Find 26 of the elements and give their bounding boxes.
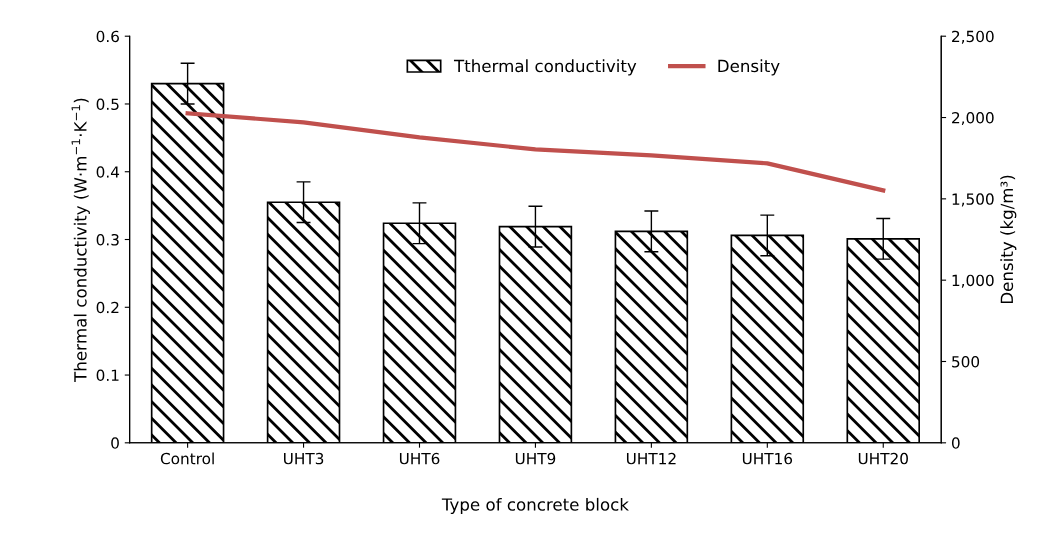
- x-tick-label: UHT6: [399, 452, 440, 465]
- y-tick-label: 0: [111, 437, 119, 449]
- y-tick-label: 0.6: [96, 30, 119, 43]
- y-axis-title: Thermal conductivity (W·m$^{−1}$·K$^{−1}$): [71, 98, 90, 382]
- y2-tick-label: 500: [952, 355, 980, 368]
- y-tick-label: 0.2: [96, 301, 119, 314]
- x-tick-label: UHT9: [515, 452, 556, 465]
- y2-axis-title: Density (kg/m³): [1000, 175, 1017, 304]
- x-tick-label: Control: [160, 452, 214, 465]
- y2-tick-label: 0: [951, 437, 960, 449]
- x-tick-label: UHT12: [626, 452, 676, 465]
- x-axis-title: Type of concrete block: [441, 497, 629, 515]
- y2-tick-label: 1,000: [952, 274, 994, 288]
- y2-tick-label: 2,500: [952, 30, 994, 44]
- y-tick-label: 0.4: [96, 166, 120, 178]
- legend-label: Density: [718, 59, 780, 76]
- y-tick-label: 0.5: [96, 98, 119, 110]
- legend-label: Tthermal conductivity: [453, 59, 637, 76]
- x-tick-label: UHT20: [858, 452, 908, 465]
- line-series: [185, 111, 886, 193]
- x-tick-label: UHT16: [742, 452, 793, 465]
- x-tick-label: UHT3: [284, 452, 324, 465]
- y-tick-label: 0.1: [96, 369, 119, 382]
- y-tick-label: 0.3: [96, 233, 119, 246]
- y2-tick-label: 1,500: [952, 193, 994, 207]
- y2-tick-label: 2,000: [952, 111, 994, 126]
